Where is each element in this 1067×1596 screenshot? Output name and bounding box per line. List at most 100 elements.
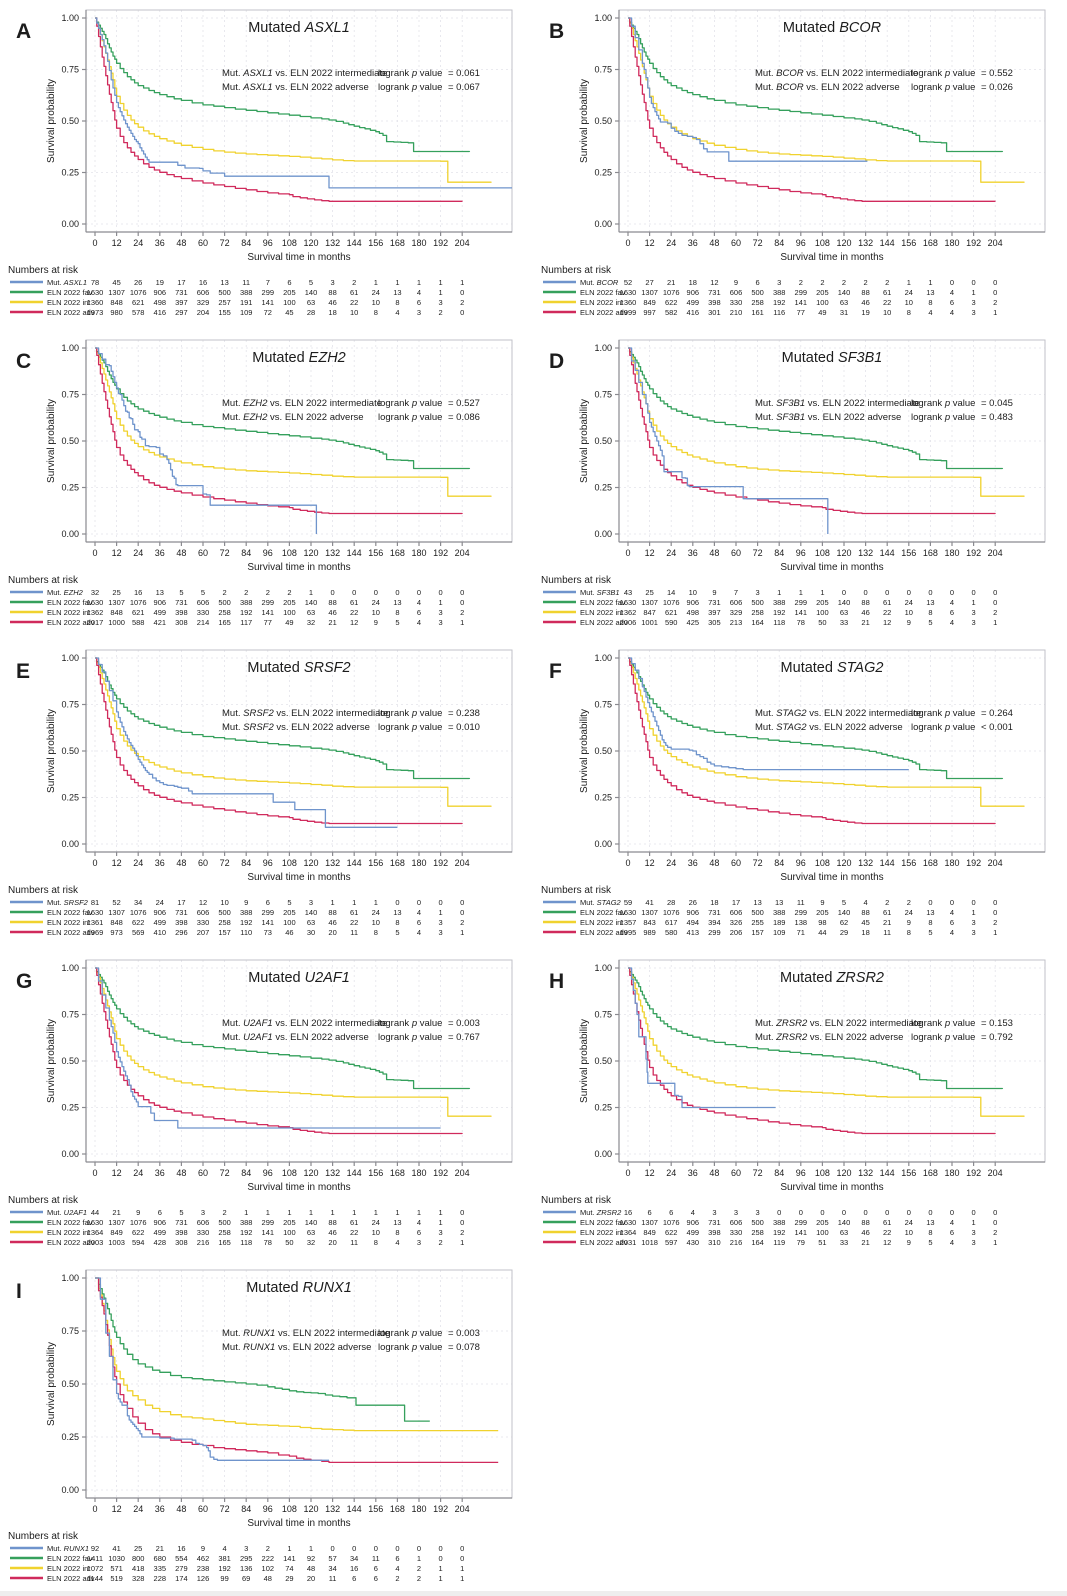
- risk-count: 9: [712, 588, 716, 597]
- risk-count: 0: [374, 1544, 378, 1553]
- risk-count: 588: [132, 618, 145, 627]
- km-curve-adv: [95, 967, 463, 1135]
- risk-count: 9: [907, 618, 911, 627]
- risk-count: 0: [993, 598, 997, 607]
- risk-count: 79: [797, 1238, 805, 1247]
- risk-count: 0: [460, 598, 464, 607]
- risk-count: 164: [751, 618, 764, 627]
- x-tick-label: 36: [688, 1168, 698, 1178]
- risk-count: 398: [175, 608, 188, 617]
- risk-count: 2: [993, 1228, 997, 1237]
- risk-count: 500: [218, 1218, 231, 1227]
- risk-count: 2: [266, 588, 270, 597]
- risk-count: 92: [307, 1554, 315, 1563]
- km-panel-C: 1.00 0.75 0.50 0.25 0.00 0 12 24 36 48 60 72 84 96 108…: [0, 330, 533, 640]
- risk-count: 9: [734, 278, 738, 287]
- risk-count: 88: [328, 1218, 336, 1227]
- risk-count: 192: [773, 608, 786, 617]
- risk-count: 141: [283, 1554, 296, 1563]
- logrank-comparison-text: Mut. SF3B1 vs. ELN 2022 adverse: [755, 412, 901, 423]
- risk-count: 1: [993, 928, 997, 937]
- x-tick-label: 156: [901, 858, 916, 868]
- risk-count: 3: [972, 298, 976, 307]
- x-tick-label: 96: [796, 1168, 806, 1178]
- risk-count: 81: [91, 898, 99, 907]
- numbers-at-risk-header: Numbers at risk: [541, 885, 612, 896]
- risk-row-label-fav: ELN 2022 fav: [47, 1554, 93, 1563]
- risk-count: 49: [285, 618, 293, 627]
- risk-count: 847: [643, 608, 656, 617]
- risk-count: 6: [669, 1208, 673, 1217]
- risk-row-label-adv: ELN 2022 adv: [47, 1238, 95, 1247]
- risk-count: 0: [993, 1208, 997, 1217]
- panel-letter: E: [16, 660, 30, 683]
- risk-count: 6: [287, 278, 291, 287]
- risk-count: 9: [820, 898, 824, 907]
- logrank-comparison-text: Mut. SRSF2 vs. ELN 2022 adverse: [222, 722, 370, 733]
- x-tick-label: 36: [688, 858, 698, 868]
- risk-count: 2: [417, 1564, 421, 1573]
- risk-count: 8: [928, 298, 932, 307]
- risk-count: 1360: [87, 298, 104, 307]
- risk-count: 6: [950, 1228, 954, 1237]
- risk-count: 8: [928, 608, 932, 617]
- logrank-comparison-text: Mut. EZH2 vs. ELN 2022 intermediate: [222, 398, 382, 409]
- risk-count: 597: [665, 1238, 678, 1247]
- risk-count: 1: [439, 278, 443, 287]
- risk-count: 606: [730, 598, 743, 607]
- risk-count: 19: [861, 308, 869, 317]
- numbers-at-risk-header: Numbers at risk: [541, 1195, 612, 1206]
- risk-count: 61: [883, 288, 891, 297]
- numbers-at-risk-header: Numbers at risk: [541, 265, 612, 276]
- x-tick-label: 96: [796, 548, 806, 558]
- logrank-stat-label: logrank p value: [378, 398, 442, 409]
- logrank-stat-label: logrank p value: [911, 398, 975, 409]
- risk-count: 3: [439, 918, 443, 927]
- risk-count: 10: [372, 1228, 380, 1237]
- risk-count: 78: [264, 1238, 272, 1247]
- risk-count: 46: [328, 298, 336, 307]
- risk-count: 0: [950, 1208, 954, 1217]
- risk-count: 34: [350, 1554, 358, 1563]
- risk-count: 2: [799, 278, 803, 287]
- risk-count: 13: [393, 598, 401, 607]
- x-tick-label: 120: [303, 548, 318, 558]
- x-axis-label: Survival time in months: [780, 562, 883, 573]
- risk-count: 1364: [620, 1228, 637, 1237]
- logrank-stat-label: logrank p value: [378, 1018, 442, 1029]
- logrank-stat-label: logrank p value: [378, 82, 442, 93]
- y-tick-label: 0.50: [594, 746, 612, 756]
- risk-count: 63: [307, 298, 315, 307]
- x-tick-label: 144: [880, 1168, 895, 1178]
- km-curve-mut: [95, 17, 512, 189]
- y-tick-label: 0.25: [594, 483, 612, 493]
- logrank-p-value: = 0.153: [981, 1018, 1013, 1029]
- risk-count: 13: [156, 588, 164, 597]
- risk-count: 9: [201, 1544, 205, 1553]
- risk-count: 61: [883, 908, 891, 917]
- x-tick-label: 72: [753, 858, 763, 868]
- y-tick-label: 1.00: [61, 963, 79, 973]
- x-tick-label: 144: [880, 548, 895, 558]
- risk-count: 7: [734, 588, 738, 597]
- x-tick-label: 192: [433, 1504, 448, 1514]
- risk-count: 140: [838, 288, 851, 297]
- y-tick-label: 0.75: [61, 65, 79, 75]
- risk-count: 3: [712, 1208, 716, 1217]
- x-tick-label: 36: [155, 858, 165, 868]
- logrank-comparison-text: Mut. BCOR vs. ELN 2022 intermediate: [755, 68, 918, 79]
- risk-count: 500: [751, 598, 764, 607]
- risk-count: 0: [331, 588, 335, 597]
- risk-row-label-int: ELN 2022 int: [47, 608, 91, 617]
- logrank-stat-label: logrank p value: [378, 1032, 442, 1043]
- risk-count: 428: [154, 1238, 167, 1247]
- risk-count: 1362: [87, 608, 104, 617]
- risk-count: 2: [885, 278, 889, 287]
- risk-row-label-int: ELN 2022 int: [580, 298, 624, 307]
- risk-count: 9: [374, 618, 378, 627]
- risk-count: 214: [197, 618, 210, 627]
- y-axis-label: Survival probability: [579, 79, 590, 163]
- risk-count: 494: [687, 918, 700, 927]
- x-tick-label: 156: [368, 1504, 383, 1514]
- risk-count: 1: [417, 278, 421, 287]
